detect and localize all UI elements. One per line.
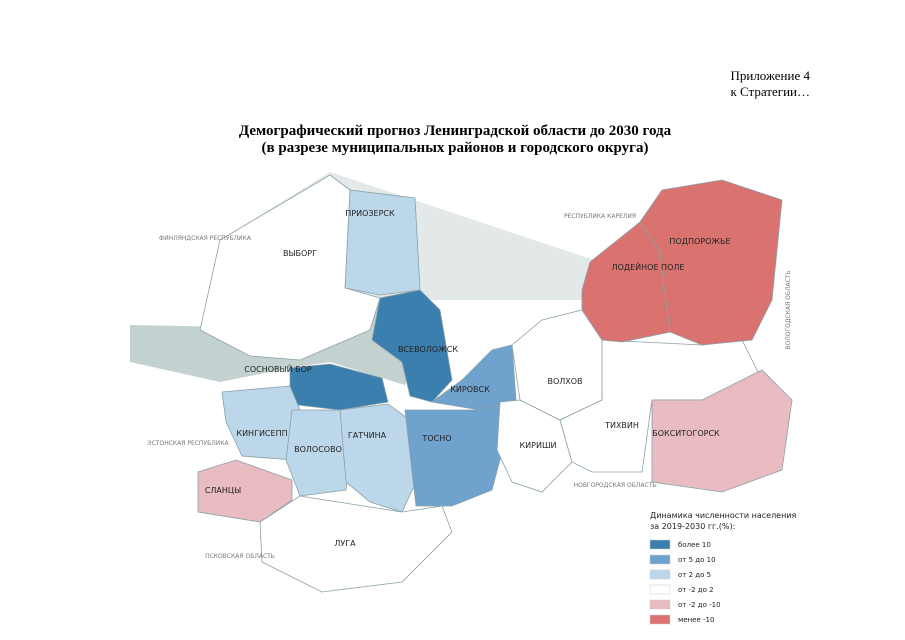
district-label: ВОЛХОВ <box>547 377 582 386</box>
legend-label: от -2 до -10 <box>678 601 721 609</box>
title-line: Демографический прогноз Ленинградской об… <box>239 123 672 139</box>
neighbor-label: ВОЛОГОДСКАЯ ОБЛАСТЬ <box>785 270 792 349</box>
legend-label: от 5 до 10 <box>678 556 716 564</box>
district-label: СОСНОВЫЙ БОР <box>244 363 312 374</box>
district-area <box>344 189 421 296</box>
district-area <box>651 369 793 493</box>
header-line: к Стратегии… <box>730 84 810 99</box>
district-label: КИНГИСЕПП <box>236 429 287 438</box>
district-label: СЛАНЦЫ <box>205 486 241 495</box>
district-label: ВСЕВОЛОЖСК <box>398 345 458 354</box>
legend-swatch <box>649 569 671 580</box>
title-line: (в разрезе муниципальных районов и город… <box>262 140 649 156</box>
district-label: ГАТЧИНА <box>348 431 387 440</box>
district-label: ТИХВИН <box>604 421 639 430</box>
district-label: ВЫБОРГ <box>283 249 317 258</box>
district-label: ЛУГА <box>334 539 356 548</box>
district-area <box>639 179 783 346</box>
map-area <box>130 172 793 593</box>
legend-swatch <box>649 539 671 550</box>
neighbor-label: ФИНЛЯНДСКАЯ РЕСПУБЛИКА <box>159 235 252 242</box>
legend-swatch <box>649 584 671 595</box>
district-label: ТОСНО <box>421 434 451 443</box>
district-area <box>199 174 381 361</box>
legend-title: за 2019-2030 гг.(%): <box>650 522 735 531</box>
legend-swatch <box>649 599 671 610</box>
district-label: ПРИОЗЕРСК <box>345 209 395 218</box>
legend-swatch <box>649 614 671 625</box>
legend-label: более 10 <box>678 541 711 549</box>
legend-label: менее -10 <box>678 616 714 624</box>
district-label: ВОЛОСОВО <box>294 445 342 454</box>
legend-label: от -2 до 2 <box>678 586 714 594</box>
neighbor-label: ПСКОВСКАЯ ОБЛАСТЬ <box>205 553 275 560</box>
neighbor-label: НОВГОРОДСКАЯ ОБЛАСТЬ <box>574 482 657 489</box>
district-label: КИРОВСК <box>450 385 490 394</box>
district-label: ПОДПОРОЖЬЕ <box>669 237 730 246</box>
legend-swatch <box>649 554 671 565</box>
district-label: БОКСИТОГОРСК <box>652 429 720 438</box>
header-line: Приложение 4 <box>730 68 810 83</box>
district-label: КИРИШИ <box>519 441 556 450</box>
district-label: ЛОДЕЙНОЕ ПОЛЕ <box>612 261 685 272</box>
district-area <box>339 403 417 513</box>
legend-label: от 2 до 5 <box>678 571 711 579</box>
district-area <box>404 399 517 507</box>
district-area <box>197 459 293 523</box>
district-area <box>259 495 453 593</box>
neighbor-label: ЭСТОНСКАЯ РЕСПУБЛИКА <box>147 440 229 447</box>
legend-title: Динамика численности населения <box>650 511 797 520</box>
neighbor-label: РЕСПУБЛИКА КАРЕЛИЯ <box>564 213 636 220</box>
